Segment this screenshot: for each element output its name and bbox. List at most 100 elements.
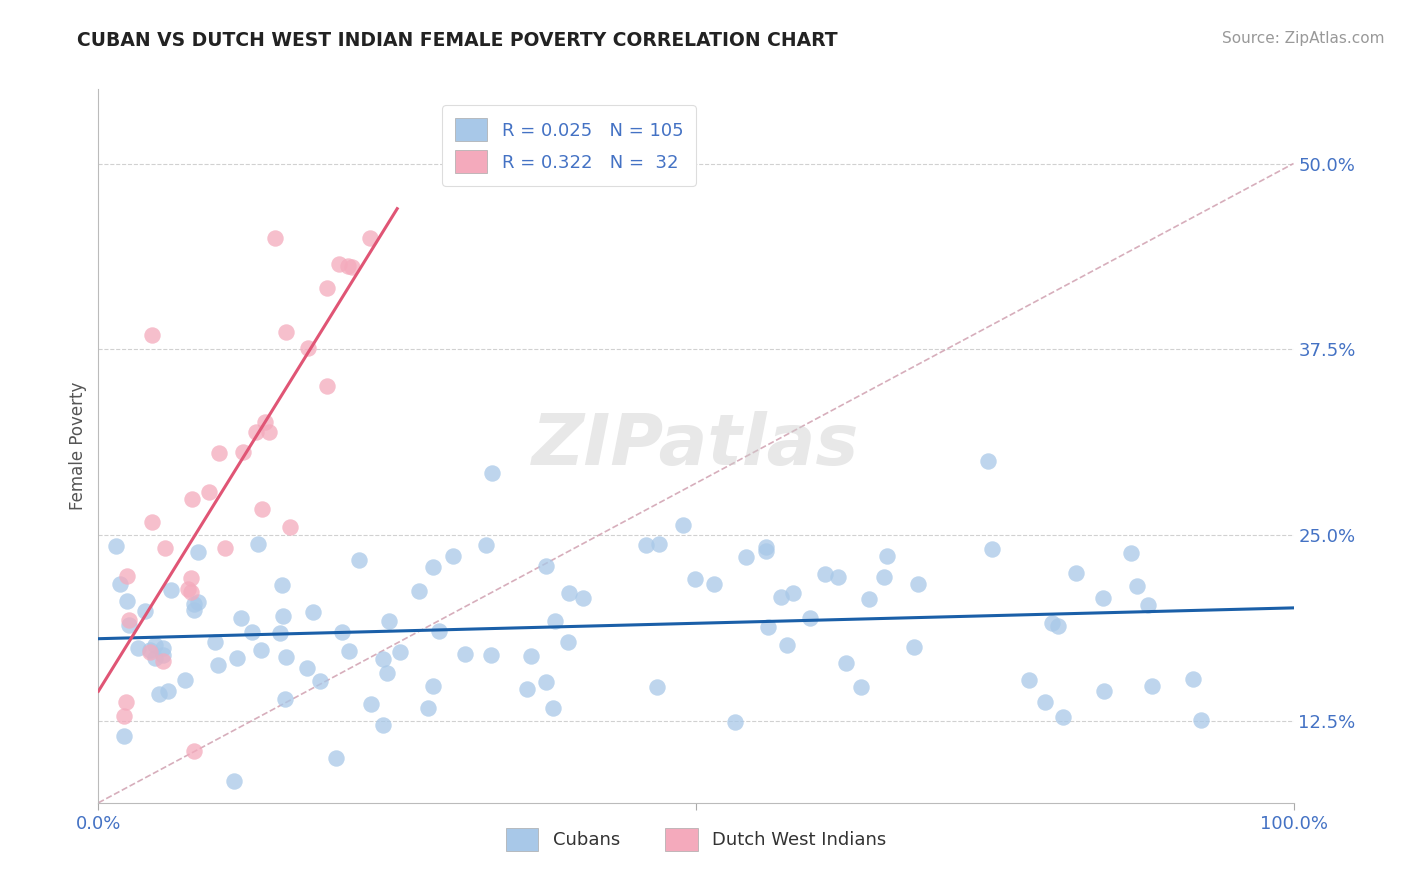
Point <box>180 570 202 584</box>
Point <box>156 683 179 698</box>
Point <box>152 654 174 668</box>
Point <box>309 674 332 689</box>
Point <box>835 656 858 670</box>
Point <box>907 576 929 591</box>
Point <box>232 444 254 458</box>
Point <box>263 231 285 245</box>
Point <box>152 648 174 662</box>
Point <box>257 425 280 439</box>
Point <box>799 610 821 624</box>
Point <box>980 542 1002 557</box>
Point <box>246 537 269 551</box>
Point <box>645 680 668 694</box>
Point <box>1040 615 1063 630</box>
Point <box>183 597 205 611</box>
Point <box>271 578 294 592</box>
Point <box>316 281 339 295</box>
Point <box>177 582 200 596</box>
Legend: Cubans, Dutch West Indians: Cubans, Dutch West Indians <box>499 821 893 858</box>
Point <box>534 559 557 574</box>
Point <box>118 618 141 632</box>
Point <box>278 520 301 534</box>
Point <box>429 624 451 639</box>
Point <box>187 545 209 559</box>
Point <box>134 604 156 618</box>
Point <box>110 577 132 591</box>
Point <box>1119 546 1142 560</box>
Point <box>734 550 756 565</box>
Point <box>1018 673 1040 687</box>
Point <box>672 518 695 533</box>
Point <box>1137 599 1160 613</box>
Point <box>337 644 360 658</box>
Point <box>214 541 236 556</box>
Point <box>253 415 276 429</box>
Point <box>245 425 267 439</box>
Point <box>141 515 163 529</box>
Point <box>139 643 162 657</box>
Point <box>274 325 297 339</box>
Point <box>148 687 170 701</box>
Point <box>903 640 925 654</box>
Point <box>479 648 502 662</box>
Point <box>360 697 382 711</box>
Point <box>371 718 394 732</box>
Point <box>143 638 166 652</box>
Point <box>224 773 246 788</box>
Point <box>371 652 394 666</box>
Point <box>724 714 747 729</box>
Point <box>1126 579 1149 593</box>
Point <box>173 673 195 688</box>
Point <box>873 570 896 584</box>
Point <box>1046 619 1069 633</box>
Point <box>269 626 291 640</box>
Point <box>114 708 136 723</box>
Point <box>302 605 325 619</box>
Point <box>520 649 543 664</box>
Point <box>422 679 444 693</box>
Point <box>377 614 399 628</box>
Point <box>328 257 350 271</box>
Point <box>858 591 880 606</box>
Point <box>776 638 799 652</box>
Point <box>231 611 253 625</box>
Point <box>516 681 538 696</box>
Point <box>105 539 128 553</box>
Point <box>782 586 804 600</box>
Point <box>977 454 1000 468</box>
Point <box>557 635 579 649</box>
Point <box>849 680 872 694</box>
Point <box>197 484 219 499</box>
Point <box>1033 695 1056 709</box>
Point <box>118 613 141 627</box>
Point <box>139 645 162 659</box>
Point <box>441 549 464 563</box>
Point <box>183 603 205 617</box>
Point <box>325 751 347 765</box>
Point <box>453 647 475 661</box>
Point <box>336 259 359 273</box>
Point <box>359 231 381 245</box>
Point <box>181 492 204 507</box>
Point <box>208 446 231 460</box>
Text: CUBAN VS DUTCH WEST INDIAN FEMALE POVERTY CORRELATION CHART: CUBAN VS DUTCH WEST INDIAN FEMALE POVERT… <box>77 31 838 50</box>
Point <box>187 595 209 609</box>
Point <box>274 649 297 664</box>
Point <box>153 541 176 556</box>
Point <box>1092 684 1115 698</box>
Point <box>647 537 669 551</box>
Point <box>557 586 579 600</box>
Point <box>375 665 398 680</box>
Point <box>295 661 318 675</box>
Point <box>141 327 163 342</box>
Point <box>340 260 363 275</box>
Point <box>474 538 496 552</box>
Point <box>814 567 837 582</box>
Point <box>703 576 725 591</box>
Point <box>160 582 183 597</box>
Point <box>755 540 778 554</box>
Point <box>1066 566 1088 580</box>
Point <box>273 691 295 706</box>
Point <box>114 695 136 709</box>
Point <box>876 549 898 564</box>
